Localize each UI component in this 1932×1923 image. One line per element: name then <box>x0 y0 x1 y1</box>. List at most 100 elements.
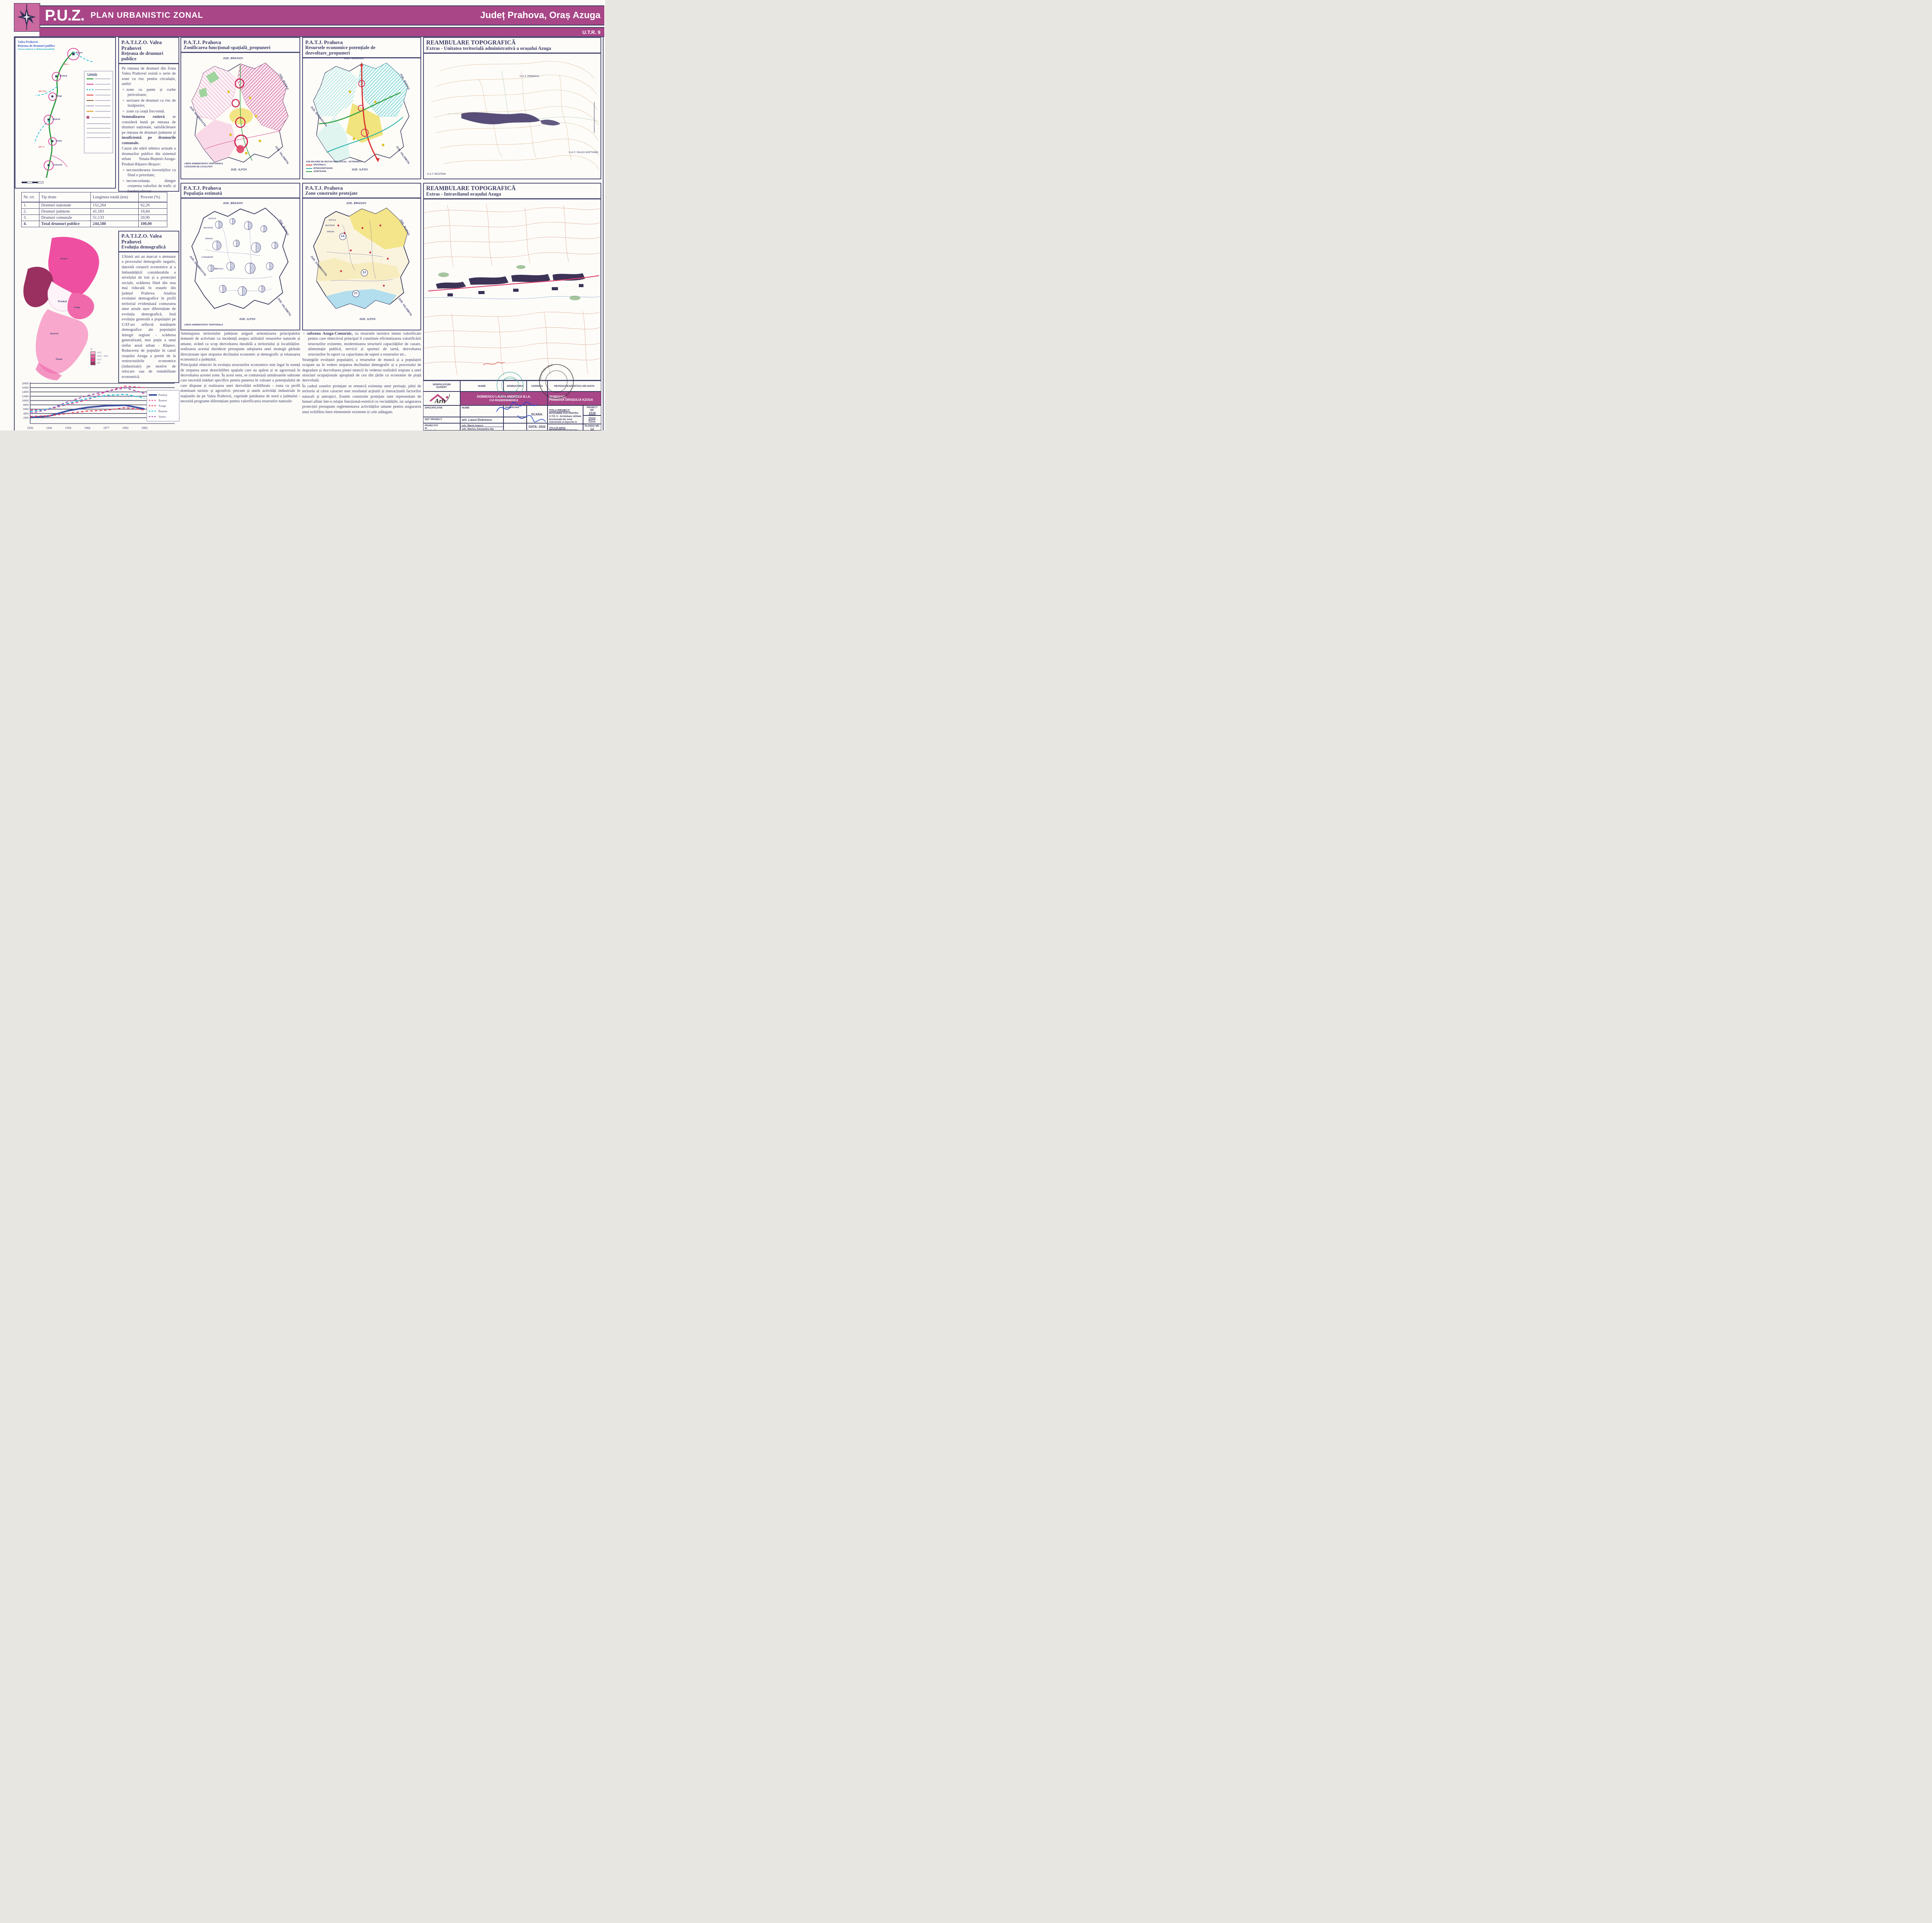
tb-nume2-label: NUME <box>460 405 503 417</box>
legend-value: -16.6 - -16.2 <box>97 355 108 357</box>
populatia-legend: LIMITE ADMINISTRATIV TERITORIALE <box>184 323 246 327</box>
patjA-heading2: Zonificarea funcțional-spațială_propuner… <box>184 45 270 51</box>
zone-badge-z1: Z1 <box>352 290 359 297</box>
table-row: 1. Drumuri naționale 152,264 62,26 <box>21 202 168 209</box>
paragraph: Strategiile evoluției populației, a resu… <box>302 357 421 383</box>
tb-cerinta-label: CERINTA <box>527 381 548 391</box>
tb-sef-proiect-label: SEF PROIECT <box>423 417 460 423</box>
legend-value: -12.1 <box>97 359 102 361</box>
y-tick-label: 2000 <box>23 416 29 419</box>
tb-sef-semnatura-cell <box>503 417 527 423</box>
chart-line-rasnov <box>30 385 145 411</box>
legend-label: Rasnov <box>158 399 167 402</box>
legend-color-swatch <box>90 355 95 358</box>
heading-rule <box>424 198 600 200</box>
demographic-map-shapes <box>23 237 99 380</box>
uat-label-doftana: U.A.T. VALEA DOFTANEI <box>569 151 598 154</box>
heading-rule <box>303 57 420 58</box>
tb-titlu-proiect-cell: TITLU PROIECT: ÎNTOCMIRE PUZ PENTRU U.T.… <box>548 405 583 424</box>
tb-titlu-plansa1: ÎNCADRARE ÎN TERITORIU <box>549 429 578 431</box>
tb-data-value: 2022 <box>539 425 546 429</box>
legend-item: -16.6 - -16.2 <box>90 355 115 358</box>
tb-referat-label: REFERAT/EXPERTIZA NR./DATA <box>548 381 601 391</box>
legend-label: Busteni <box>158 410 167 413</box>
demographic-map: Brașov Predeal Azuga Busteni Sinaia % -21… <box>15 232 116 383</box>
uat-label-predeal: U.A.T. PREDEAL <box>520 75 539 78</box>
road-label-dn71: DN 71 <box>39 146 44 148</box>
table-cell: 3. <box>21 214 39 221</box>
compass-icon <box>17 4 36 30</box>
reamb1-subtitle: Extras - Unitatea teritorială administra… <box>426 46 551 51</box>
town-label-predeal: Predeal <box>60 75 67 77</box>
tb-proiectat-label: PROIECTAT SI DESENAT <box>423 423 460 431</box>
signature-scribble <box>496 402 537 412</box>
tb-faza: P.U.Z. <box>588 420 596 422</box>
bottom-text-left: Amenajarea teritoriului județean asigură… <box>180 331 300 430</box>
x-tick-label: 1992 <box>122 426 129 430</box>
tb-data-cell: DATA: 2022 <box>527 423 548 431</box>
text2-heading2: Evoluția demografică <box>121 244 166 250</box>
town-label-azuga: Azuga <box>56 95 62 97</box>
text1-heading1: P.A.T.I.Z.O. Valea Prahovei <box>121 39 162 51</box>
tb-firm-cell: DOBRESCU LAURA ANDREEA B.I.A. CUI RO2925… <box>460 391 548 405</box>
legend-color-swatch <box>90 358 95 362</box>
tb-plansa-nr: 1.2 <box>590 427 594 430</box>
legend-title: AXE MAJORE DE DEZVOLTARE SOCIAL - ECONOM… <box>306 161 362 163</box>
title-block: VERIFICATOR/ EXPERT NUME SEMNATURA CERIN… <box>423 381 601 431</box>
patjC-heading2: Populația estimată <box>184 191 222 196</box>
patjB-heading1: P.A.T.J. Prahova <box>305 39 343 45</box>
puz-title: P.U.Z. <box>45 7 85 24</box>
y-tick-label: 18000 <box>22 382 29 385</box>
jud-label-brasov: JUD. BRASOV <box>223 202 243 205</box>
text2-heading1: P.A.T.I.Z.O. Valea Prahovei <box>121 233 162 245</box>
y-tick-label: 16000 <box>22 386 29 390</box>
patjD-heading1: P.A.T.J. Prahova <box>305 185 343 191</box>
legend-line: LIMITE ADMINISTRATIV TERITORIALE <box>184 323 223 326</box>
table-cell: Total drumuri publice <box>39 221 91 227</box>
road-label-dn73a: DN 73A <box>39 90 46 93</box>
town-label-busteni: BUSTENI <box>325 225 335 227</box>
panel-reambulare-uat: REAMBULARE TOPOGRAFICĂ Extras - Unitatea… <box>423 37 601 179</box>
y-tick-label: 8000 <box>23 403 29 407</box>
paragraph: Semnalizarea rutieră se consideră bună p… <box>122 115 176 145</box>
y-tick-label: 14000 <box>22 391 29 394</box>
tb-faza-label: FAZA <box>588 417 596 420</box>
zonificare-legend: LIMITE ADMINISTRATIV TERITORIALE CATEGOR… <box>184 162 231 169</box>
legend-item: NATIONALA <box>306 163 364 167</box>
table-cell: Drumuri naționale <box>39 202 91 209</box>
tb-firm-name: DOBRESCU LAURA ANDREEA B.I.A. <box>477 395 531 398</box>
town-label-sinaia: SINAIA <box>205 238 213 240</box>
plan-sheet: P.U.Z. PLAN URBANISTIC ZONAL Județ Praho… <box>0 0 605 431</box>
legend-label: Sinaia <box>158 415 166 419</box>
jud-label-brasov: JUD. BRASOV <box>344 57 364 60</box>
tb-logo-cell: Arh <box>423 391 460 405</box>
legend-item: JUDETEANA <box>306 170 364 173</box>
chart-line-sinaia <box>30 387 145 414</box>
heading-rule <box>181 197 299 199</box>
text1-heading2: Rețeaua de drumuri publice <box>121 51 163 61</box>
table-cell: 4. <box>21 221 39 227</box>
legend-title: % <box>90 348 92 351</box>
header-band-utr: U.T.R. 9 <box>39 27 604 37</box>
table-cell: Drumuri județene <box>39 208 91 215</box>
table-cell: 62,26 <box>138 202 168 209</box>
tb-proiect-nr-cell: PROIECT NR. 1518 <box>583 405 601 415</box>
legend-line-swatch <box>306 171 312 172</box>
jud-label-brasov: JUD. BRASOV <box>223 57 243 60</box>
y-tick-label: 4000 <box>23 412 29 415</box>
y-tick-label: 10000 <box>22 399 29 402</box>
table-cell: 16,84 <box>138 208 168 215</box>
stamps-overlay: Birou Individual <box>483 362 574 422</box>
tb-semnatura2-label: SEMNATURA <box>503 405 527 417</box>
town-label-comarnic: COMARNIC <box>201 256 214 259</box>
tb-firm-cui: CUI RO29253940/2011 <box>489 398 519 402</box>
tb-titlu-plansa-cell: TITLU PLANSA: ÎNCADRARE ÎN TERITORIU P.A… <box>548 424 583 431</box>
table-cell: 244,580 <box>90 221 139 227</box>
y-tick-label: 6000 <box>23 408 29 411</box>
town-label-sinaia: Sinaia <box>56 140 62 142</box>
round-stamp-text: Birou Individual <box>538 363 553 381</box>
heading-rule <box>119 251 179 252</box>
reamb2-subtitle: Extras - Intravilanul orașului Azuga <box>426 191 501 197</box>
table-cell: 100,00 <box>138 221 168 227</box>
paragraph: Principalul obiectiv în evoluția structu… <box>180 363 300 403</box>
